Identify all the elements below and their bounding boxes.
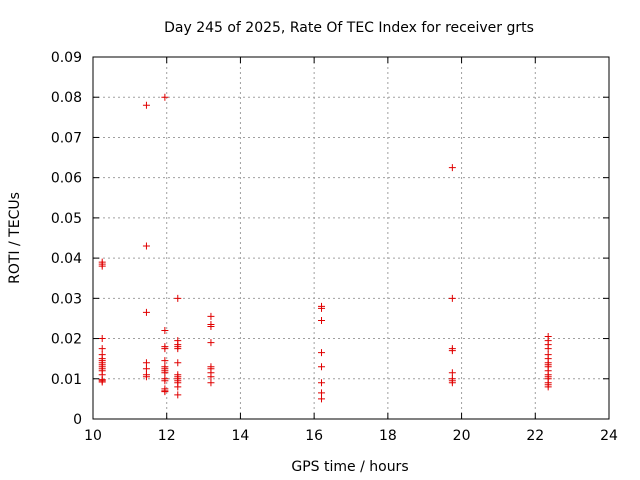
y-tick-label: 0.01	[51, 372, 82, 388]
data-point	[448, 294, 456, 302]
y-tick-label: 0.06	[51, 171, 82, 187]
data-point	[174, 383, 182, 391]
data-point	[161, 388, 169, 396]
data-point	[207, 339, 215, 347]
y-tick-label: 0	[73, 412, 82, 428]
x-tick-labels: 10 12 14 16 18 20 22 24	[84, 428, 618, 444]
data-point	[161, 327, 169, 335]
data-point	[98, 378, 106, 386]
plot-frame	[92, 56, 610, 420]
data-point	[318, 304, 326, 312]
data-point	[318, 363, 326, 371]
y-tick-label: 0.04	[51, 251, 82, 267]
data-point	[318, 349, 326, 357]
data-points	[98, 93, 552, 403]
data-point	[98, 345, 106, 353]
x-tick-label: 24	[600, 428, 618, 444]
y-tick-label: 0.08	[51, 90, 82, 106]
data-point	[161, 377, 169, 385]
data-point	[448, 347, 456, 355]
axis-ticks	[92, 56, 610, 420]
data-point	[318, 379, 326, 387]
x-tick-label: 22	[526, 428, 544, 444]
data-point	[174, 294, 182, 302]
data-point	[318, 316, 326, 324]
x-tick-label: 14	[232, 428, 250, 444]
data-point	[161, 357, 169, 365]
data-point	[318, 395, 326, 403]
data-point	[448, 164, 456, 172]
data-point	[142, 373, 150, 381]
x-tick-label: 10	[84, 428, 102, 444]
y-tick-label: 0.02	[51, 332, 82, 348]
data-point	[318, 389, 326, 397]
data-point	[142, 101, 150, 109]
y-tick-label: 0.07	[51, 130, 82, 146]
data-point	[448, 369, 456, 377]
x-tick-label: 16	[305, 428, 323, 444]
y-axis-label: ROTI / TECUs	[7, 192, 23, 284]
data-point	[207, 379, 215, 387]
data-point	[98, 335, 106, 343]
data-point	[142, 365, 150, 373]
data-point	[207, 312, 215, 320]
data-point	[544, 345, 552, 353]
chart-title: Day 245 of 2025, Rate Of TEC Index for r…	[164, 20, 534, 36]
data-point	[207, 322, 215, 330]
data-point	[544, 383, 552, 391]
data-point	[448, 379, 456, 387]
x-tick-label: 18	[379, 428, 397, 444]
data-point	[174, 345, 182, 353]
data-point	[207, 373, 215, 381]
y-tick-label: 0.05	[51, 211, 82, 227]
data-point	[142, 359, 150, 367]
data-point	[142, 308, 150, 316]
data-point	[98, 262, 106, 270]
data-point	[161, 369, 169, 377]
data-point	[174, 359, 182, 367]
data-point	[161, 93, 169, 101]
grid-lines	[93, 57, 609, 419]
x-axis-label: GPS time / hours	[291, 459, 408, 475]
y-tick-labels: 0 0.01 0.02 0.03 0.04 0.05 0.06 0.07 0.08 0.09	[51, 50, 82, 428]
data-point	[161, 345, 169, 353]
y-tick-label: 0.03	[51, 291, 82, 307]
data-point	[142, 242, 150, 250]
data-point	[174, 391, 182, 399]
x-tick-label: 12	[158, 428, 176, 444]
y-tick-label: 0.09	[51, 50, 82, 66]
x-tick-label: 20	[453, 428, 471, 444]
